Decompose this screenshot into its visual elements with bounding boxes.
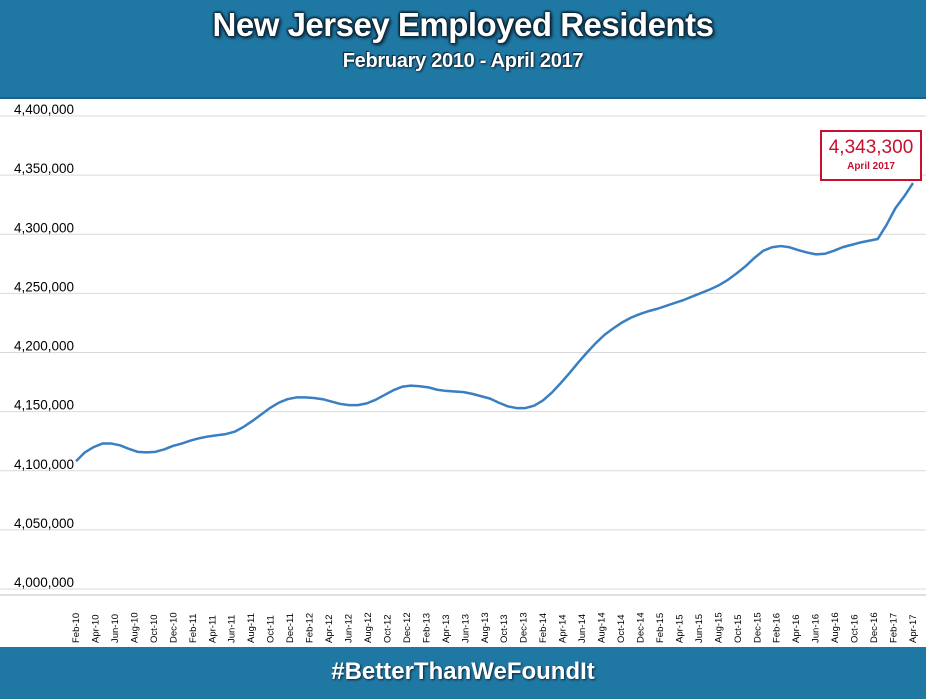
x-tick-label: Aug-15 bbox=[713, 612, 724, 643]
x-tick-label: Dec-16 bbox=[869, 612, 880, 643]
x-tick-label: Jun-14 bbox=[577, 614, 588, 643]
y-tick-label: 4,250,000 bbox=[14, 279, 74, 294]
x-tick-label: Aug-12 bbox=[363, 612, 374, 643]
y-tick-label: 4,000,000 bbox=[14, 575, 74, 590]
y-tick-label: 4,300,000 bbox=[14, 220, 74, 235]
x-tick-label: Oct-12 bbox=[382, 614, 393, 643]
x-tick-label: Feb-13 bbox=[421, 613, 432, 643]
y-axis-ticks: 4,000,000 4,050,000 4,100,000 4,150,000 4,20… bbox=[14, 102, 74, 590]
x-tick-label: Jun-10 bbox=[110, 614, 121, 643]
x-tick-label: Apr-11 bbox=[207, 615, 218, 643]
y-tick-label: 4,400,000 bbox=[14, 102, 74, 117]
x-tick-label: Oct-16 bbox=[850, 614, 861, 643]
x-tick-label: Apr-17 bbox=[908, 614, 919, 643]
footer-banner: #BetterThanWeFoundIt bbox=[0, 647, 926, 699]
x-tick-label: Oct-13 bbox=[499, 614, 510, 643]
x-tick-label: Oct-10 bbox=[149, 614, 160, 643]
y-tick-label: 4,150,000 bbox=[14, 398, 74, 413]
header-banner: New Jersey Employed Residents February 2… bbox=[0, 0, 926, 99]
y-tick-label: 4,200,000 bbox=[14, 339, 74, 354]
x-tick-label: Feb-17 bbox=[889, 613, 900, 643]
x-tick-label: Dec-14 bbox=[635, 612, 646, 643]
chart-title: New Jersey Employed Residents bbox=[212, 6, 714, 43]
x-tick-label: Apr-12 bbox=[324, 614, 335, 643]
x-tick-label: Feb-16 bbox=[772, 613, 783, 643]
x-tick-label: Dec-12 bbox=[402, 612, 413, 643]
y-tick-label: 4,100,000 bbox=[14, 457, 74, 472]
x-tick-label: Aug-11 bbox=[246, 613, 257, 643]
x-tick-label: Apr-15 bbox=[674, 614, 685, 643]
x-tick-label: Aug-10 bbox=[129, 612, 140, 643]
x-tick-label: Dec-15 bbox=[752, 612, 763, 643]
y-tick-label: 4,350,000 bbox=[14, 161, 74, 176]
x-tick-label: Oct-11 bbox=[266, 615, 277, 643]
x-tick-label: Jun-16 bbox=[811, 614, 822, 643]
line-chart: 4,000,000 4,050,000 4,100,000 4,150,000 4,20… bbox=[0, 102, 926, 643]
latest-value-callout: 4,343,300 April 2017 bbox=[820, 130, 922, 181]
x-tick-label: Apr-16 bbox=[791, 614, 802, 643]
x-tick-label: Feb-14 bbox=[538, 613, 549, 643]
x-tick-label: Jun-12 bbox=[344, 614, 355, 643]
x-tick-label: Dec-11 bbox=[285, 613, 296, 643]
callout-label: April 2017 bbox=[847, 161, 895, 172]
x-tick-label: Apr-14 bbox=[558, 614, 569, 643]
x-tick-label: Oct-15 bbox=[733, 614, 744, 643]
x-tick-label: Jun-13 bbox=[460, 614, 471, 643]
footer-hashtag: #BetterThanWeFoundIt bbox=[331, 658, 595, 685]
gridlines bbox=[0, 115, 926, 596]
x-tick-label: Aug-14 bbox=[597, 612, 608, 643]
callout-value: 4,343,300 bbox=[828, 137, 914, 158]
x-tick-label: Feb-12 bbox=[305, 613, 316, 643]
x-tick-label: Apr-13 bbox=[441, 614, 452, 643]
x-tick-label: Oct-14 bbox=[616, 614, 627, 643]
x-tick-label: Aug-13 bbox=[480, 612, 491, 643]
x-tick-label: Feb-10 bbox=[71, 613, 82, 643]
y-tick-label: 4,050,000 bbox=[14, 516, 74, 531]
chart-subtitle: February 2010 - April 2017 bbox=[342, 50, 584, 72]
x-tick-label: Aug-16 bbox=[830, 612, 841, 643]
x-tick-label: Apr-10 bbox=[90, 614, 101, 643]
series-line bbox=[75, 182, 915, 463]
x-tick-label: Jun-11 bbox=[227, 615, 238, 643]
x-axis-ticks: Feb-10 Apr-10 Jun-10 Aug-10 Oct-10 Dec-10 Feb-… bbox=[71, 612, 919, 643]
x-tick-label: Dec-13 bbox=[519, 612, 530, 643]
x-tick-label: Feb-15 bbox=[655, 613, 666, 643]
x-tick-label: Dec-10 bbox=[168, 612, 179, 643]
x-tick-label: Feb-11 bbox=[188, 614, 199, 643]
x-tick-label: Jun-15 bbox=[694, 614, 705, 643]
